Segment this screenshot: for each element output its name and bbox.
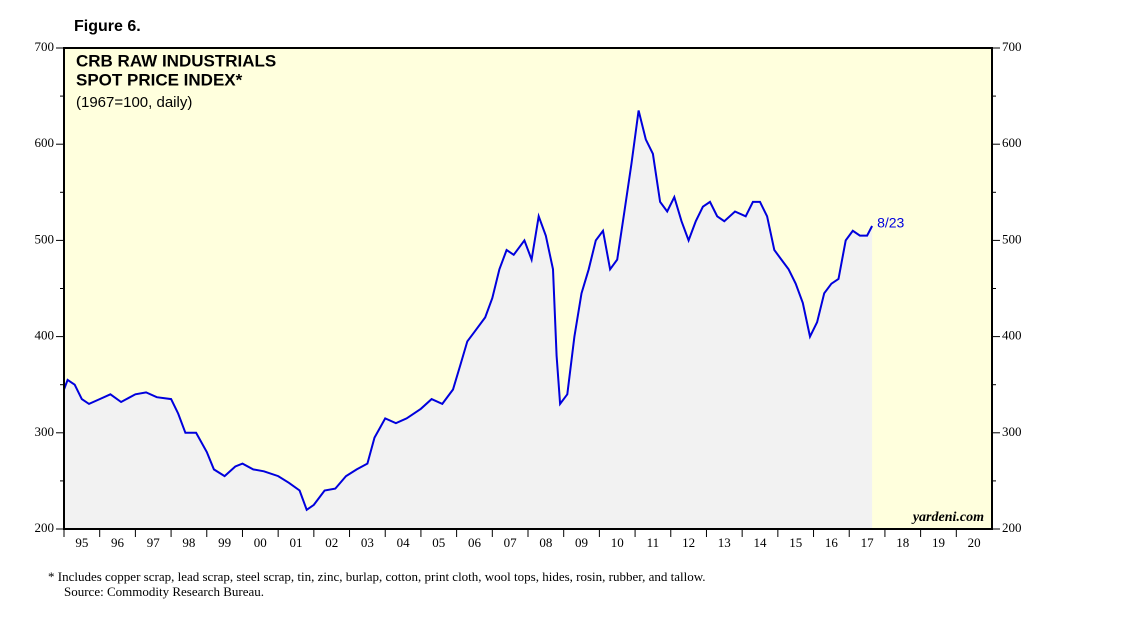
area — [64, 110, 873, 529]
x-tick-label: 97 — [147, 535, 161, 550]
x-tick-label: 04 — [397, 535, 411, 550]
line — [63, 110, 873, 512]
x-tick-label: 96 — [111, 535, 125, 550]
x-tick-label: 00 — [254, 535, 267, 550]
chart-title: SPOT PRICE INDEX* — [76, 70, 243, 89]
chart-subtitle: (1967=100, daily) — [76, 94, 192, 111]
x-tick-label: 03 — [361, 535, 374, 550]
x-tick-label: 99 — [218, 535, 231, 550]
x-tick-label: 14 — [754, 535, 768, 550]
x-tick-label: 11 — [647, 535, 660, 550]
x-tick-label: 05 — [432, 535, 445, 550]
y2-tick-label: 300 — [1002, 424, 1022, 439]
y-tick-label: 200 — [35, 520, 55, 535]
y2-tick-label: 400 — [1002, 328, 1022, 343]
y-tick-label: 600 — [35, 135, 55, 150]
y-tick-label: 300 — [35, 424, 55, 439]
x-tick-label: 06 — [468, 535, 482, 550]
x-tick-label: 13 — [718, 535, 731, 550]
x-tick-label: 98 — [182, 535, 195, 550]
y-tick-label: 500 — [35, 231, 55, 246]
figure-label: Figure 6. — [74, 18, 141, 35]
chart-title: CRB RAW INDUSTRIALS — [76, 51, 276, 70]
x-tick-label: 12 — [682, 535, 695, 550]
y-tick-label: 400 — [35, 328, 55, 343]
y2-tick-label: 700 — [1002, 39, 1022, 54]
x-tick-label: 07 — [504, 535, 518, 550]
y2-tick-label: 200 — [1002, 520, 1022, 535]
x-tick-label: 09 — [575, 535, 588, 550]
x-tick-label: 01 — [290, 535, 303, 550]
x-tick-label: 19 — [932, 535, 945, 550]
x-tick-label: 10 — [611, 535, 624, 550]
x-tick-label: 95 — [75, 535, 88, 550]
end-label: 8/23 — [877, 215, 904, 231]
x-tick-label: 17 — [861, 535, 875, 550]
x-tick-label: 08 — [539, 535, 552, 550]
x-tick-label: 18 — [896, 535, 909, 550]
x-tick-label: 16 — [825, 535, 839, 550]
y2-tick-label: 600 — [1002, 135, 1022, 150]
y2-tick-label: 500 — [1002, 231, 1022, 246]
source: Source: Commodity Research Bureau. — [64, 584, 264, 599]
footnote: * Includes copper scrap, lead scrap, ste… — [48, 569, 705, 584]
x-tick-label: 02 — [325, 535, 338, 550]
x-tick-label: 15 — [789, 535, 802, 550]
x-tick-label: 20 — [968, 535, 981, 550]
y-tick-label: 700 — [35, 39, 55, 54]
source-mark: yardeni.com — [911, 510, 984, 525]
